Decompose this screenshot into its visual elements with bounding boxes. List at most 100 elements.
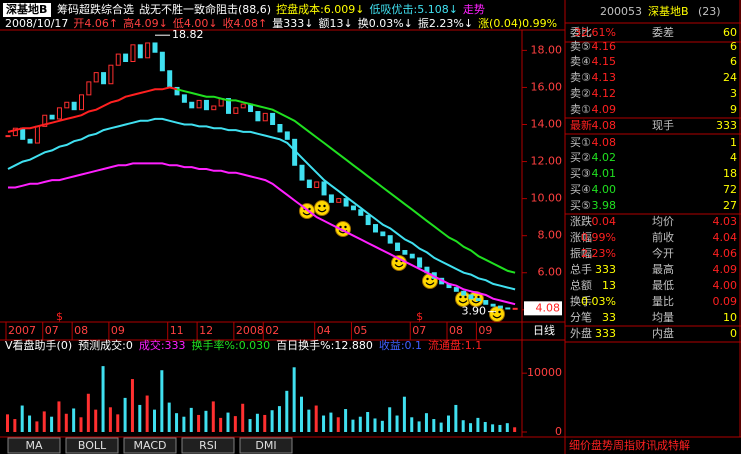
quote-label: 买① bbox=[570, 136, 591, 149]
candle bbox=[490, 303, 496, 307]
volume-bar bbox=[439, 422, 443, 432]
volume-bar bbox=[20, 405, 24, 432]
tab-label[interactable]: RSI bbox=[199, 439, 217, 452]
x-tick-label: 09 bbox=[478, 324, 492, 337]
tab-label[interactable]: BOLL bbox=[78, 439, 107, 452]
volume-bar bbox=[50, 416, 54, 432]
candle bbox=[145, 42, 151, 59]
candle bbox=[512, 307, 518, 310]
tab[interactable] bbox=[65, 437, 119, 454]
volume-bar bbox=[410, 417, 414, 432]
quote-value: 13 bbox=[602, 279, 616, 292]
x-tick-label: 08 bbox=[74, 324, 88, 337]
volume-bar bbox=[204, 410, 208, 432]
volume-bar bbox=[241, 403, 245, 432]
candle bbox=[130, 44, 136, 63]
volume-bar bbox=[123, 397, 127, 432]
period: 日线 bbox=[533, 323, 555, 337]
x-tick-label: 09 bbox=[111, 324, 125, 337]
candle bbox=[461, 290, 467, 296]
quote-label: 换手 bbox=[570, 294, 592, 308]
signal-icon bbox=[489, 306, 505, 322]
quote-volume: 72 bbox=[723, 183, 737, 196]
quote-value: 0 bbox=[730, 327, 737, 340]
volume-bar bbox=[322, 415, 326, 432]
volume-field: 收益:0.1 bbox=[379, 338, 422, 352]
volume-bar bbox=[197, 414, 201, 432]
candle bbox=[115, 53, 121, 66]
volume-bar bbox=[513, 427, 517, 432]
x-tick-label: 2007 bbox=[8, 324, 36, 337]
volume-bar bbox=[145, 395, 149, 432]
tab[interactable] bbox=[239, 437, 293, 454]
ma-line bbox=[8, 162, 516, 306]
volume-bar bbox=[6, 414, 9, 432]
volume-bar bbox=[211, 401, 215, 432]
volume-bar bbox=[153, 409, 156, 432]
x-tick-label: 12 bbox=[199, 324, 213, 337]
x-tick-label: 2008 bbox=[236, 324, 264, 337]
quote-label: 今开 bbox=[652, 246, 674, 260]
header-field: 战无不胜一致命阻击(88,6) bbox=[139, 2, 271, 16]
tab[interactable] bbox=[7, 437, 61, 454]
quote-label: 卖① bbox=[570, 103, 591, 116]
volume-bar bbox=[424, 413, 428, 432]
tab-label[interactable]: DMI bbox=[255, 439, 276, 452]
volume-bar bbox=[160, 370, 164, 432]
tab[interactable] bbox=[181, 437, 235, 454]
candle bbox=[343, 198, 349, 207]
candle bbox=[365, 214, 371, 226]
quote-volume: 27 bbox=[723, 199, 737, 212]
quote-value: 3.98 bbox=[592, 199, 617, 212]
candle bbox=[373, 224, 378, 233]
candle bbox=[56, 107, 62, 120]
quote-count: (23) bbox=[698, 5, 721, 18]
volume-field: 成交:333 bbox=[139, 338, 186, 352]
y-tick-label: 8.00 bbox=[538, 229, 563, 242]
quote-value: 33 bbox=[602, 311, 616, 324]
quote-value: 4.00 bbox=[592, 183, 617, 196]
footer-menu[interactable]: 细价盘势周指财讯成特解 bbox=[569, 438, 690, 452]
quote-label: 涨幅 bbox=[570, 231, 592, 244]
volume-bar bbox=[395, 415, 399, 432]
quote-volume: 18 bbox=[723, 167, 737, 180]
volume-field: 百日换手%:12.880 bbox=[276, 338, 373, 352]
quote-value: 4.08 bbox=[592, 136, 617, 149]
quote-label: 最低 bbox=[652, 279, 674, 292]
volume-bar bbox=[329, 412, 333, 432]
x-tick-label: 05 bbox=[353, 324, 367, 337]
quote-label: 卖④ bbox=[570, 55, 591, 68]
quote-value: 4.09 bbox=[713, 263, 738, 276]
quote-value: 4.09 bbox=[592, 103, 617, 116]
quote-value: 0.03% bbox=[581, 295, 616, 308]
volume-bar bbox=[469, 423, 473, 432]
candle bbox=[497, 305, 503, 309]
volume-bar bbox=[42, 411, 46, 432]
quote-label: 卖⑤ bbox=[570, 40, 591, 53]
candle bbox=[64, 101, 70, 109]
tab[interactable] bbox=[123, 437, 177, 454]
volume-bar bbox=[402, 396, 406, 432]
header-field: 低吸优击:5.108↓ bbox=[370, 3, 458, 16]
quote-label: 买⑤ bbox=[570, 199, 591, 212]
v-tick-label: 10000 bbox=[527, 366, 562, 379]
candle bbox=[196, 99, 202, 109]
quote-code: 200053 bbox=[600, 5, 642, 18]
volume-bar bbox=[417, 421, 421, 432]
volume-bar bbox=[498, 424, 502, 432]
quote-value: 4.16 bbox=[592, 40, 617, 53]
volume-bar bbox=[101, 366, 105, 432]
tab-label[interactable]: MACD bbox=[134, 439, 167, 452]
candle bbox=[453, 287, 459, 292]
candle bbox=[475, 298, 481, 302]
tab-label[interactable]: MA bbox=[25, 439, 42, 452]
volume-bar bbox=[388, 407, 392, 432]
volume-bar bbox=[108, 407, 112, 432]
quote-value: 333 bbox=[595, 263, 616, 276]
quote-label: 买② bbox=[570, 151, 591, 164]
quote-value: 4.04 bbox=[713, 231, 738, 244]
volume-bar bbox=[255, 413, 259, 432]
x-tick-label: 07 bbox=[45, 324, 59, 337]
quote-label: 外盘 bbox=[570, 326, 592, 340]
volume-bar bbox=[138, 404, 142, 432]
